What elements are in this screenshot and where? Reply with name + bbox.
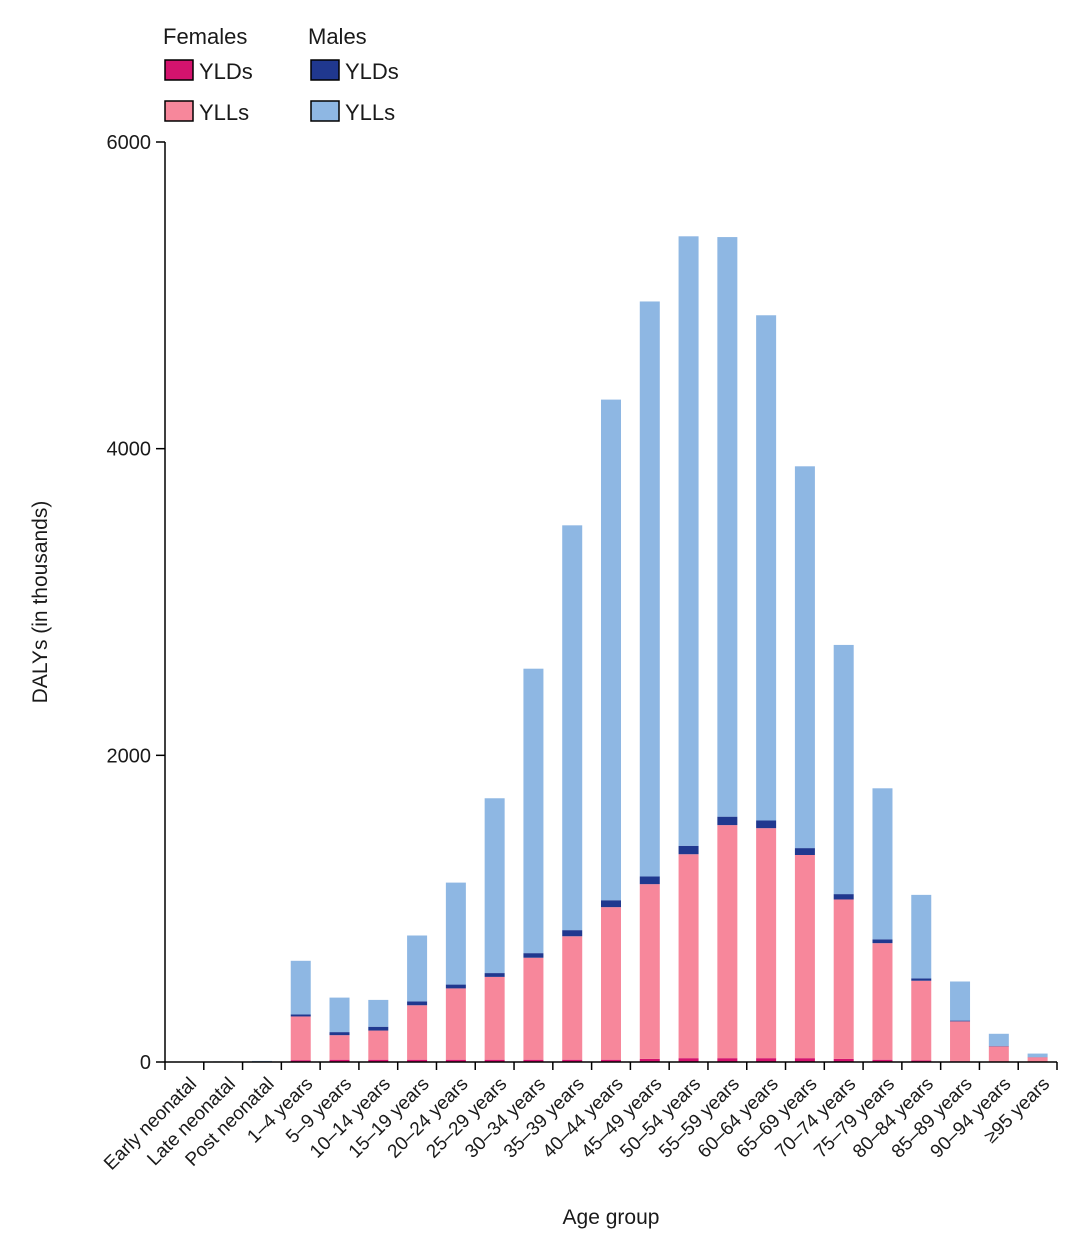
bar-segment-male-ylds-9 [523,953,543,958]
bar-segment-male-ylds-10 [562,930,582,936]
bar-segment-female-ylls-14 [717,825,737,1058]
bar-segment-male-ylls-10 [562,525,582,930]
bar-segment-male-ylds-3 [291,1014,311,1016]
legend-group-title-males: Males [308,24,367,49]
bar-segment-female-ylls-22 [1028,1057,1048,1062]
bar-segment-male-ylls-8 [485,798,505,973]
bar-segment-male-ylls-16 [795,466,815,848]
bar-segment-female-ylls-15 [756,828,776,1058]
bar-segment-male-ylds-16 [795,848,815,855]
legend-label-male-ylds: YLDs [345,59,399,84]
bar-segment-male-ylds-4 [330,1032,350,1035]
bar-segment-male-ylls-21 [989,1034,1009,1046]
bar-segment-male-ylds-19 [911,978,931,980]
bar-segment-female-ylls-11 [601,907,621,1060]
y-axis-title: DALYs (in thousands) [29,501,52,704]
bar-segment-male-ylls-17 [834,645,854,894]
legend-swatch-male-ylls [311,101,339,121]
bar-segment-male-ylls-6 [407,936,427,1002]
bar-segment-female-ylls-9 [523,958,543,1060]
bar-segment-female-ylls-3 [291,1016,311,1060]
bar-segment-male-ylds-18 [872,939,892,943]
legend: Females Males YLDs YLLs YLDs YLLs [163,24,399,125]
bar-segment-male-ylds-20 [950,1021,970,1022]
legend-swatch-male-ylds [311,60,339,80]
bar-segment-female-ylls-13 [679,854,699,1058]
bar-segment-female-ylls-16 [795,855,815,1058]
bar-segment-male-ylds-7 [446,985,466,989]
y-axis: 0 2000 4000 6000 [107,132,166,1074]
legend-label-female-ylds: YLDs [199,59,253,84]
bar-segment-female-ylls-20 [950,1021,970,1061]
bar-segment-male-ylds-17 [834,894,854,899]
bar-segment-male-ylds-8 [485,973,505,977]
bar-segment-female-ylls-5 [368,1031,388,1060]
x-axis-title: Age group [563,1206,660,1229]
bar-segment-male-ylds-5 [368,1027,388,1031]
bar-segment-male-ylls-5 [368,1000,388,1027]
bar-segment-female-ylls-18 [872,943,892,1060]
bar-segment-female-ylls-21 [989,1046,1009,1061]
bar-segment-male-ylls-4 [330,998,350,1033]
y-tick-label-2: 4000 [107,439,152,461]
bar-segment-male-ylls-20 [950,982,970,1021]
bar-segment-male-ylls-7 [446,883,466,985]
y-tick-label-1: 2000 [107,745,152,767]
legend-swatch-female-ylls [165,101,193,121]
bar-segment-male-ylls-22 [1028,1054,1048,1058]
bar-segment-male-ylls-18 [872,788,892,939]
legend-swatch-female-ylds [165,60,193,80]
bar-segment-male-ylds-6 [407,1001,427,1005]
bar-segment-male-ylls-12 [640,301,660,876]
y-tick-label-0: 0 [140,1052,151,1074]
bar-segment-male-ylds-15 [756,821,776,829]
bar-segment-male-ylls-13 [679,236,699,846]
bar-segment-female-ylls-4 [330,1035,350,1060]
bar-segment-male-ylls-19 [911,895,931,979]
bar-segment-female-ylls-12 [640,884,660,1059]
bar-segment-female-ylls-8 [485,977,505,1060]
bar-segment-male-ylls-15 [756,315,776,820]
y-tick-label-3: 6000 [107,132,152,154]
bar-segment-female-ylls-17 [834,899,854,1058]
bar-segment-male-ylls-14 [717,237,737,817]
bar-segment-female-ylls-6 [407,1005,427,1059]
legend-label-female-ylls: YLLs [199,100,249,125]
bar-segment-male-ylds-14 [717,817,737,825]
bar-segment-female-ylls-7 [446,988,466,1059]
bar-segment-male-ylds-12 [640,876,660,884]
legend-group-title-females: Females [163,24,247,49]
bar-segment-male-ylls-9 [523,669,543,953]
legend-label-male-ylls: YLLs [345,100,395,125]
bar-segment-female-ylls-19 [911,981,931,1061]
bar-segment-male-ylds-11 [601,900,621,907]
bar-segment-female-ylls-10 [562,936,582,1059]
bars-layer [174,236,1047,1062]
bar-segment-male-ylds-13 [679,846,699,854]
bar-segment-male-ylls-11 [601,400,621,901]
bar-segment-male-ylls-3 [291,961,311,1015]
